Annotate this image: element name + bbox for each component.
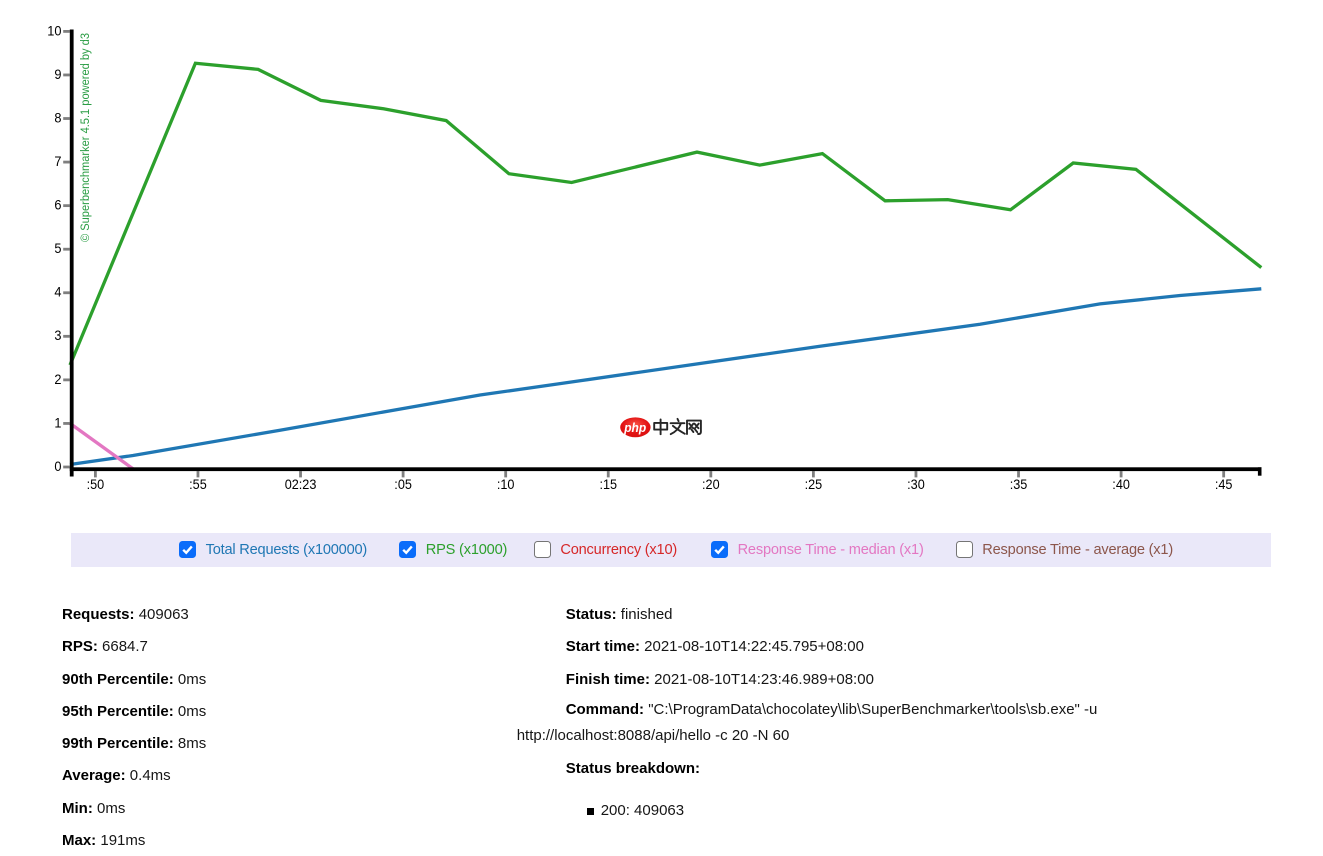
svg-text::55: :55: [189, 476, 207, 492]
svg-text:php: php: [623, 420, 646, 435]
svg-text::10: :10: [497, 476, 515, 492]
svg-text:0: 0: [54, 458, 61, 474]
svg-text::30: :30: [907, 476, 925, 492]
svg-text::05: :05: [394, 476, 412, 492]
svg-text:© Superbenchmarker 4.5.1 power: © Superbenchmarker 4.5.1 powered by d3: [80, 33, 92, 242]
svg-text:1: 1: [54, 414, 61, 430]
svg-text:9: 9: [54, 66, 61, 82]
svg-text::40: :40: [1112, 476, 1130, 492]
svg-text:10: 10: [47, 22, 61, 38]
svg-text:7: 7: [54, 153, 61, 169]
svg-text::45: :45: [1215, 476, 1233, 492]
svg-text::20: :20: [702, 476, 720, 492]
svg-text:02:23: 02:23: [285, 476, 317, 492]
svg-text::25: :25: [805, 476, 823, 492]
svg-text:8: 8: [54, 109, 61, 125]
svg-text:4: 4: [54, 284, 61, 300]
svg-text::35: :35: [1010, 476, 1028, 492]
svg-text:6: 6: [54, 197, 61, 213]
svg-text::15: :15: [599, 476, 617, 492]
svg-text:3: 3: [54, 327, 61, 343]
svg-text:2: 2: [54, 371, 61, 387]
svg-text:5: 5: [54, 240, 61, 256]
svg-text::50: :50: [87, 476, 105, 492]
